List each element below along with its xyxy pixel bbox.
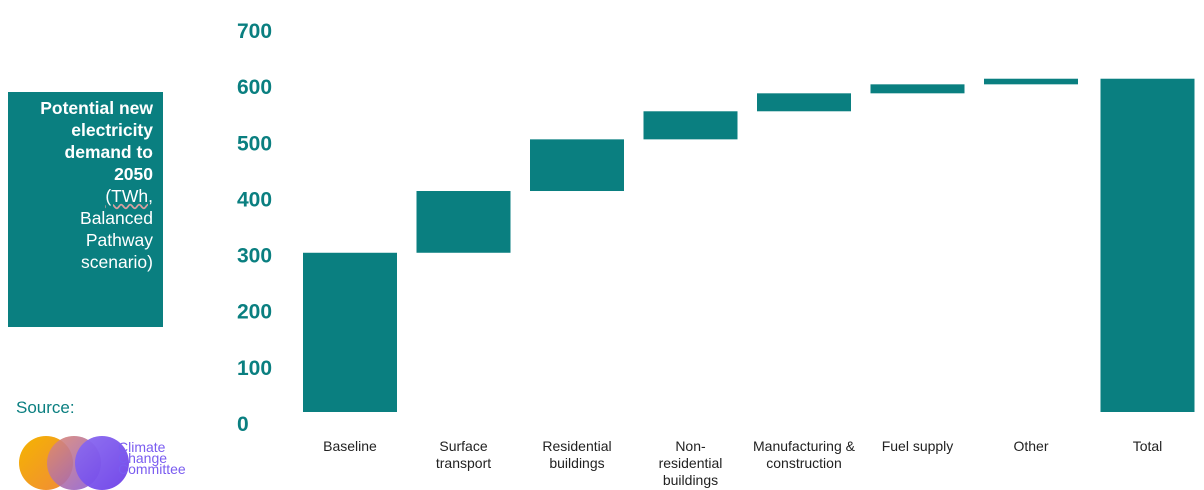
waterfall-bar	[530, 139, 624, 192]
logo-text: Climate Change Committee	[118, 439, 186, 477]
subtitle-line: scenario)	[81, 252, 153, 272]
title-line: Potential new	[40, 98, 153, 118]
y-tick-label: 300	[237, 245, 272, 268]
x-category-label: Residential	[542, 438, 611, 454]
logo-circle	[75, 436, 129, 490]
y-tick-label: 400	[237, 188, 272, 211]
y-tick-label: 600	[237, 76, 272, 99]
title-line: electricity	[71, 120, 153, 140]
x-category-label: Non-	[675, 438, 706, 454]
subtitle-line: (TWh,	[105, 186, 153, 206]
x-category-label: construction	[766, 455, 841, 471]
x-category-label: Surface	[439, 438, 487, 454]
y-tick-label: 700	[237, 20, 272, 43]
chart-title-panel: Potential new electricity demand to 2050…	[8, 92, 163, 327]
x-category-label: Fuel supply	[882, 438, 954, 454]
x-category-label: buildings	[663, 472, 718, 488]
waterfall-bar	[643, 111, 738, 140]
waterfall-bar	[416, 191, 511, 253]
y-tick-label: 500	[237, 132, 272, 155]
y-tick-label: 0	[237, 413, 249, 436]
subtitle-line: Balanced	[80, 208, 153, 228]
x-category-label: transport	[436, 455, 491, 471]
waterfall-bar	[757, 93, 851, 112]
logo-text-line: Committee	[118, 461, 186, 477]
x-category-label: residential	[659, 455, 723, 471]
logo-text-line: Climate	[118, 439, 166, 455]
x-category-label: Other	[1013, 438, 1048, 454]
y-tick-label: 100	[237, 357, 272, 380]
x-category-label: buildings	[549, 455, 604, 471]
source-label: Source:	[16, 398, 75, 417]
title-line: 2050	[114, 164, 153, 184]
x-category-label: Baseline	[323, 438, 377, 454]
logo-text-line: Change	[118, 450, 168, 466]
waterfall-bar	[984, 78, 1078, 85]
climate-change-committee-logo	[19, 436, 129, 490]
waterfall-bar	[303, 252, 397, 412]
title-line: demand to	[64, 142, 153, 162]
subtitle-line: Pathway	[85, 230, 153, 250]
y-tick-label: 200	[237, 301, 272, 324]
waterfall-bar	[1100, 78, 1195, 412]
waterfall-bar	[870, 84, 965, 94]
x-category-label: Manufacturing &	[753, 438, 856, 454]
x-category-label: Total	[1133, 438, 1163, 454]
